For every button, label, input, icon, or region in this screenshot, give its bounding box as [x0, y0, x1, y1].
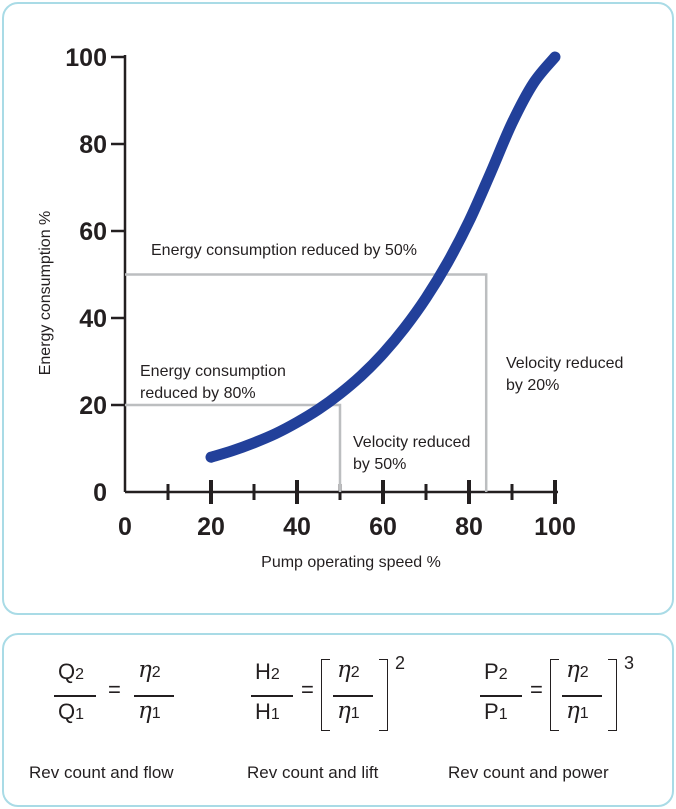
annotation-velocity-20-line2: by 20%: [506, 377, 559, 394]
y-tick-label: 40: [79, 305, 107, 333]
fraction-bar: [134, 695, 174, 697]
formula-panel: Q2 Q1 = η2 η1 H2 H1 = η2 η1 2 P2 P1 = η2…: [2, 633, 674, 807]
exponent: 3: [624, 653, 635, 673]
annotation-velocity-50-line2: by 50%: [353, 456, 406, 473]
fraction-bar: [480, 695, 522, 697]
equals-sign: =: [301, 677, 314, 702]
eta-numerator: η2: [566, 657, 589, 683]
energy-speed-chart: 0 20 40 60 80 100 0 20 40 60 80 100 Energy consump…: [37, 44, 623, 571]
x-tick-label: 20: [197, 513, 225, 541]
ratio-numerator: P2: [484, 659, 508, 684]
eta-numerator: η2: [138, 657, 161, 683]
x-tick-label: 60: [369, 513, 397, 541]
ratio-denominator: Q1: [58, 699, 85, 724]
y-tick-label: 20: [79, 392, 107, 420]
formula-flow: Q2 Q1 = η2 η1: [54, 657, 204, 731]
formula-lift: H2 H1 = η2 η1 2: [251, 653, 421, 731]
left-bracket: [321, 659, 330, 731]
annotation-velocity-50-line1: Velocity reduced: [353, 434, 470, 451]
y-tick-label: 0: [93, 479, 107, 507]
fraction-bar: [562, 695, 602, 697]
right-bracket: [379, 659, 388, 731]
y-tick-label: 80: [79, 131, 107, 159]
annotation-velocity-20-line1: Velocity reduced: [506, 355, 623, 372]
eta-denominator: η1: [566, 698, 589, 724]
eta-numerator: η2: [337, 657, 360, 683]
ratio-numerator: Q2: [58, 659, 85, 684]
y-tick-label: 100: [65, 44, 107, 72]
y-axis-title: Energy consumption %: [37, 211, 54, 376]
fraction-bar: [251, 695, 293, 697]
ratio-denominator: P1: [484, 699, 508, 724]
energy-curve: [205, 51, 561, 463]
annotation-energy-80-line2: reduced by 80%: [140, 385, 256, 402]
x-axis-title: Pump operating speed %: [261, 554, 441, 571]
ratio-numerator: H2: [255, 659, 280, 684]
x-tick-label: 0: [118, 513, 132, 541]
y-tick-label: 60: [79, 218, 107, 246]
x-tick-label: 80: [455, 513, 483, 541]
caption-power: Rev count and power: [448, 763, 609, 782]
eta-denominator: η1: [138, 698, 161, 724]
caption-lift: Rev count and lift: [247, 763, 379, 782]
ratio-denominator: H1: [255, 699, 280, 724]
annotation-energy-50: Energy consumption reduced by 50%: [151, 242, 417, 259]
eta-denominator: η1: [337, 698, 360, 724]
right-bracket: [608, 659, 617, 731]
x-tick-label: 100: [534, 513, 576, 541]
x-tick-label: 40: [283, 513, 311, 541]
fraction-bar: [54, 695, 96, 697]
fraction-bar: [333, 695, 373, 697]
equals-sign: =: [108, 677, 121, 702]
exponent: 2: [395, 653, 406, 673]
equals-sign: =: [530, 677, 543, 702]
chart-panel: [2, 2, 674, 615]
reference-line-energy-50: [125, 273, 488, 492]
formula-power: P2 P1 = η2 η1 3: [480, 653, 650, 731]
caption-flow: Rev count and flow: [29, 763, 174, 782]
annotation-energy-80-line1: Energy consumption: [140, 363, 286, 380]
reference-line-energy-80: [125, 403, 342, 492]
left-bracket: [550, 659, 559, 731]
